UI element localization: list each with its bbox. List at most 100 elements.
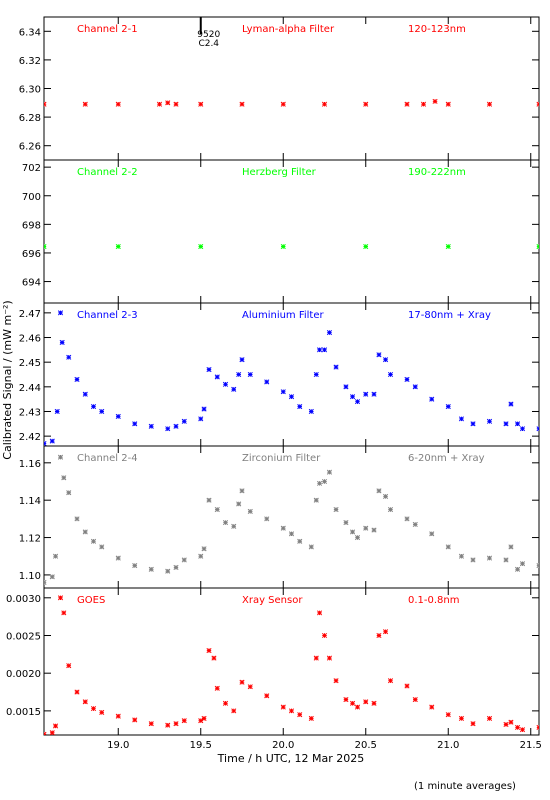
data-point xyxy=(280,525,286,531)
data-point xyxy=(61,610,67,616)
data-point xyxy=(349,394,356,400)
data-point xyxy=(508,719,514,725)
y-tick-label: 6.34 xyxy=(19,27,41,38)
y-tick-label: 1.10 xyxy=(19,571,41,582)
data-point xyxy=(280,704,286,710)
panel-frame xyxy=(43,302,540,447)
data-point xyxy=(503,557,509,563)
panel-band-label: 6-20nm + Xray xyxy=(408,453,485,464)
data-point xyxy=(280,101,286,107)
y-tick-label: 698 xyxy=(22,220,41,231)
y-tick-label: 2.47 xyxy=(19,309,41,320)
data-point xyxy=(412,697,418,703)
y-tick-label: 1.14 xyxy=(19,496,41,507)
data-point xyxy=(404,516,410,522)
data-point xyxy=(382,629,389,635)
averaging-note: (1 minute averages) xyxy=(414,781,516,792)
y-tick-label: 700 xyxy=(22,192,41,203)
data-point xyxy=(354,534,361,541)
data-point xyxy=(404,101,410,107)
data-point xyxy=(412,384,418,390)
data-point xyxy=(458,715,465,721)
data-point xyxy=(514,566,521,572)
data-point xyxy=(363,243,369,250)
data-point xyxy=(57,310,64,316)
data-point xyxy=(148,721,154,727)
data-point xyxy=(486,715,493,721)
data-point xyxy=(264,693,270,699)
panel-channel-label: GOES xyxy=(77,595,105,606)
data-point xyxy=(280,243,286,250)
data-point xyxy=(181,418,187,424)
data-point xyxy=(231,386,237,392)
data-point xyxy=(458,553,465,559)
data-point xyxy=(343,697,349,703)
data-point xyxy=(99,408,105,415)
data-point xyxy=(173,423,179,429)
data-point xyxy=(470,721,476,727)
y-tick-label: 1.16 xyxy=(19,459,41,470)
data-point xyxy=(214,374,220,380)
panel-channel-label: Channel 2-4 xyxy=(77,453,138,464)
x-tick-label: 20.0 xyxy=(272,740,294,751)
data-point xyxy=(115,413,121,419)
data-point xyxy=(404,376,410,382)
data-point xyxy=(387,678,394,684)
panel-band-label: 17-80nm + Xray xyxy=(408,310,491,321)
data-point xyxy=(206,497,212,503)
data-point xyxy=(470,421,476,427)
data-point xyxy=(44,243,47,250)
data-point xyxy=(247,508,253,514)
data-point xyxy=(66,354,72,360)
data-point xyxy=(445,101,451,107)
data-point xyxy=(49,730,55,735)
data-point xyxy=(99,544,105,550)
data-point xyxy=(514,421,521,427)
x-tick-label: 20.5 xyxy=(355,740,377,751)
data-point xyxy=(115,101,121,107)
data-point xyxy=(173,564,179,571)
data-point xyxy=(333,364,339,370)
data-point xyxy=(429,704,435,710)
data-point xyxy=(239,101,245,107)
data-point xyxy=(313,655,319,661)
data-point xyxy=(508,401,514,407)
data-point xyxy=(82,529,88,535)
data-point xyxy=(52,723,59,729)
panel-5: 19.0 19.5 20.0 20.5 21.0 21.5 0.0015 0.0020 0.00… xyxy=(6,587,542,751)
data-point xyxy=(297,403,303,410)
data-point xyxy=(376,488,382,494)
flare-label: 9520 xyxy=(197,30,220,40)
data-point xyxy=(445,243,451,250)
data-point xyxy=(165,426,171,432)
data-point xyxy=(54,408,60,415)
data-point xyxy=(115,713,121,719)
data-point xyxy=(44,101,47,107)
data-point xyxy=(321,478,328,485)
data-point xyxy=(74,516,80,522)
data-point xyxy=(236,501,242,507)
data-point xyxy=(316,610,323,616)
data-point xyxy=(222,381,229,387)
data-point xyxy=(236,371,242,378)
data-point xyxy=(326,655,333,661)
data-point xyxy=(132,563,138,569)
data-point xyxy=(198,101,204,107)
data-point xyxy=(470,557,476,563)
data-point xyxy=(371,527,377,533)
data-point xyxy=(264,379,270,385)
data-point xyxy=(445,544,451,550)
panel-frame xyxy=(43,159,540,304)
data-point xyxy=(280,389,286,395)
data-point xyxy=(247,371,253,378)
data-point xyxy=(57,595,64,601)
data-series xyxy=(44,243,539,250)
data-point xyxy=(445,403,451,410)
data-point xyxy=(308,715,314,721)
data-point xyxy=(52,553,59,559)
y-tick-label: 6.32 xyxy=(19,56,41,67)
flare-label: C2.4 xyxy=(198,39,219,49)
data-point xyxy=(115,555,121,561)
data-point xyxy=(206,648,212,654)
panel-filter-label: Lyman-alpha Filter xyxy=(242,24,335,35)
